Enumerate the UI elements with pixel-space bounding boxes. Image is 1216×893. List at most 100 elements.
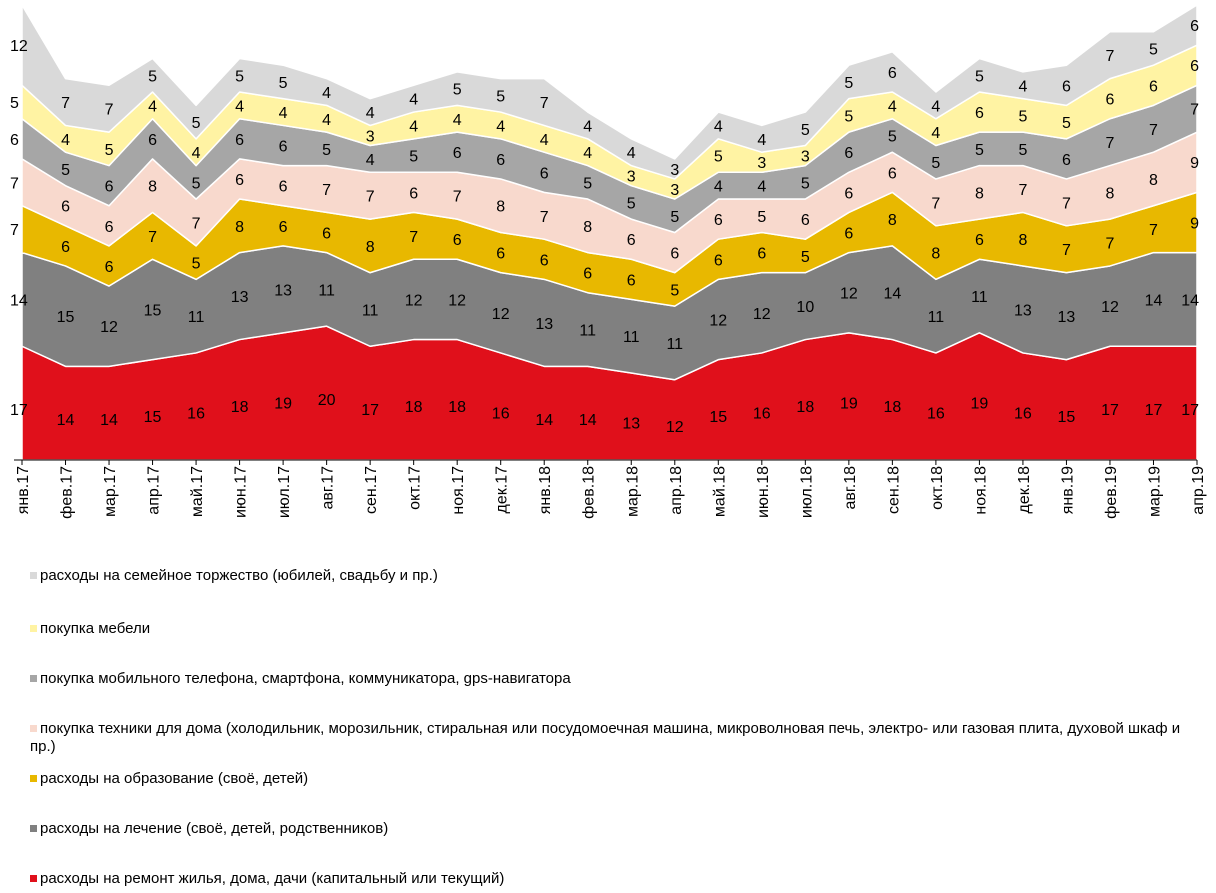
- data-label: 6: [583, 266, 592, 283]
- data-label: 6: [714, 212, 723, 229]
- data-label: 4: [322, 112, 331, 129]
- data-label: 7: [1149, 222, 1158, 239]
- data-label: 4: [235, 98, 244, 115]
- x-tick-label: янв.18: [537, 466, 554, 514]
- legend-swatch: [30, 625, 37, 632]
- legend-label: расходы на семейное торжество (юбилей, с…: [40, 567, 438, 584]
- data-label: 6: [496, 246, 505, 263]
- data-label: 6: [453, 145, 462, 162]
- x-tick-label: фев.17: [59, 466, 76, 519]
- data-label: 5: [888, 128, 897, 145]
- legend-swatch: [30, 725, 37, 732]
- data-label: 7: [1062, 195, 1071, 212]
- data-label: 8: [366, 239, 375, 256]
- data-label: 8: [1018, 232, 1027, 249]
- data-label: 4: [279, 105, 288, 122]
- legend-item: расходы на образование (своё, детей): [30, 770, 1200, 788]
- data-label: 16: [927, 405, 945, 422]
- data-label: 6: [627, 232, 636, 249]
- data-label: 6: [844, 185, 853, 202]
- data-label: 4: [540, 132, 549, 149]
- data-label: 11: [188, 309, 205, 326]
- data-label: 6: [844, 226, 853, 243]
- legend-label: расходы на образование (своё, детей): [40, 770, 309, 787]
- data-label: 7: [540, 209, 549, 226]
- data-label: 11: [928, 309, 945, 326]
- data-label: 18: [231, 399, 249, 416]
- data-label: 6: [235, 172, 244, 189]
- data-label: 4: [148, 98, 157, 115]
- data-label: 7: [1106, 48, 1115, 65]
- data-label: 12: [709, 312, 727, 329]
- data-label: 6: [1190, 58, 1199, 75]
- data-label: 6: [409, 185, 418, 202]
- data-label: 6: [1106, 92, 1115, 109]
- data-label: 15: [1058, 409, 1076, 426]
- data-label: 7: [10, 222, 19, 239]
- data-label: 5: [10, 95, 19, 112]
- data-label: 5: [192, 115, 201, 132]
- x-tick-label: янв.17: [15, 466, 32, 514]
- data-label: 4: [496, 118, 505, 135]
- data-label: 6: [235, 132, 244, 149]
- data-label: 12: [753, 306, 771, 323]
- data-label: 8: [1149, 172, 1158, 189]
- x-tick-label: ноя.18: [972, 466, 989, 515]
- legend-swatch: [30, 825, 37, 832]
- legend-label: расходы на лечение (своё, детей, родстве…: [40, 820, 389, 837]
- data-label: 12: [10, 38, 28, 55]
- data-label: 18: [405, 399, 423, 416]
- data-label: 17: [1181, 402, 1199, 419]
- data-label: 5: [1149, 41, 1158, 58]
- data-label: 12: [1101, 299, 1119, 316]
- x-tick-label: апр.17: [146, 466, 163, 515]
- data-label: 14: [57, 412, 75, 429]
- legend-label: покупка мобильного телефона, смартфона, …: [40, 670, 571, 687]
- data-label: 8: [496, 199, 505, 216]
- x-tick-label: авг.18: [842, 466, 859, 510]
- data-label: 19: [840, 395, 858, 412]
- data-label: 6: [105, 179, 114, 196]
- data-label: 5: [975, 68, 984, 85]
- data-label: 6: [975, 105, 984, 122]
- data-label: 14: [1181, 292, 1199, 309]
- data-label: 6: [1062, 152, 1071, 169]
- data-label: 7: [540, 95, 549, 112]
- data-label: 7: [1018, 182, 1027, 199]
- data-label: 16: [1014, 405, 1032, 422]
- data-label: 7: [148, 229, 157, 246]
- data-label: 14: [100, 412, 118, 429]
- x-tick-label: апр.19: [1190, 466, 1207, 515]
- data-label: 7: [105, 102, 114, 119]
- data-label: 5: [757, 209, 766, 226]
- data-label: 4: [583, 118, 592, 135]
- data-label: 6: [279, 219, 288, 236]
- data-label: 4: [322, 85, 331, 102]
- data-label: 3: [627, 169, 636, 186]
- data-label: 16: [187, 405, 205, 422]
- legend-item: покупка мебели: [30, 620, 1200, 638]
- data-label: 7: [192, 215, 201, 232]
- data-label: 6: [279, 139, 288, 156]
- data-label: 17: [1101, 402, 1119, 419]
- x-tick-label: янв.19: [1059, 466, 1076, 514]
- data-label: 5: [409, 149, 418, 166]
- data-label: 3: [670, 182, 679, 199]
- data-label: 17: [10, 402, 28, 419]
- x-tick-label: дек.17: [494, 466, 511, 514]
- data-label: 15: [144, 409, 162, 426]
- chart: 17 14 14 15 16 18 19 20 17 18 18 16 14 14 13 12 15 16 18 19…: [10, 4, 1207, 519]
- data-label: 4: [931, 98, 940, 115]
- x-tick-label: окт.18: [929, 466, 946, 510]
- x-tick-label: фев.19: [1103, 466, 1120, 519]
- data-label: 3: [801, 149, 810, 166]
- data-label: 7: [1106, 236, 1115, 253]
- data-label: 6: [888, 165, 897, 182]
- data-label: 6: [10, 132, 19, 149]
- data-label: 3: [670, 162, 679, 179]
- data-label: 5: [844, 108, 853, 125]
- data-label: 5: [192, 256, 201, 273]
- data-label: 5: [496, 88, 505, 105]
- data-label: 13: [622, 416, 640, 433]
